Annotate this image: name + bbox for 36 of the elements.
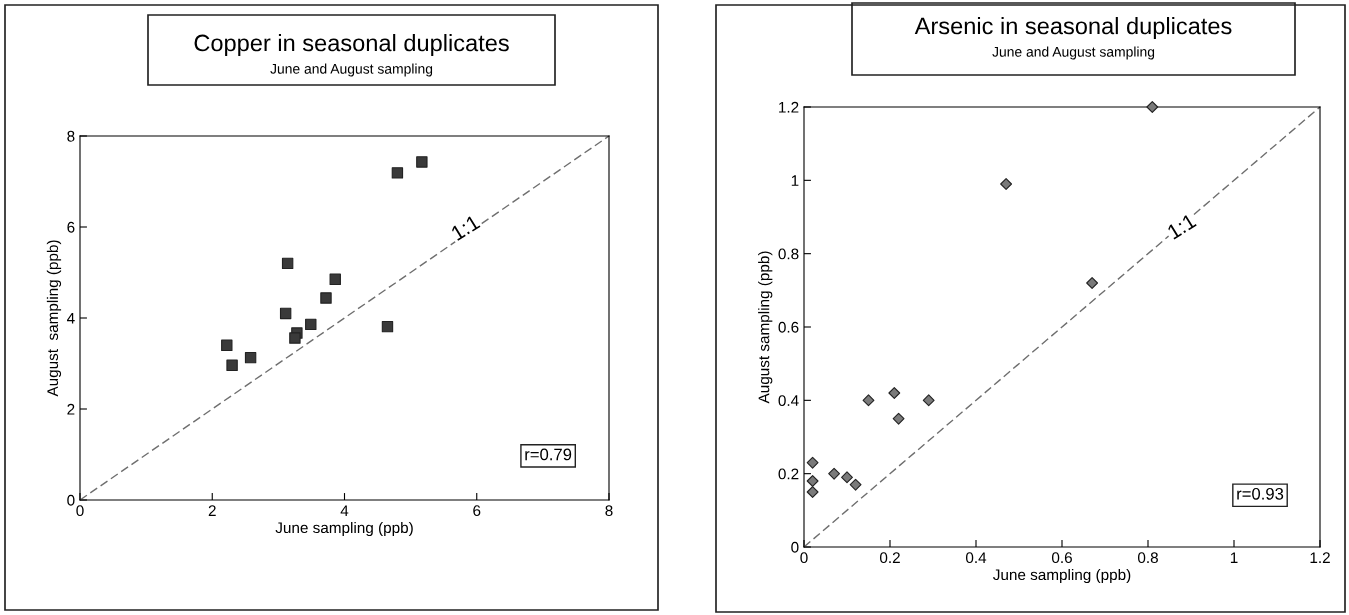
y-tick-label: 0.2 (778, 468, 799, 480)
y-tick-label: 8 (67, 130, 75, 142)
annotation: 1:1 (450, 214, 481, 241)
x-tick-label: 4 (340, 505, 349, 516)
x-tick-label: 8 (605, 505, 613, 517)
x-tick-label: 0.8 (1137, 552, 1158, 564)
y-tick-label: 0 (791, 541, 799, 553)
chart-subtitle: June and August sampling (270, 63, 433, 77)
y-tick-label: 0.8 (778, 248, 799, 260)
y-axis-title: August sampling (ppb) (46, 240, 62, 397)
x-tick-label: 0 (800, 552, 808, 564)
y-tick-label: 1.2 (779, 101, 799, 113)
x-tick-label: 2 (208, 505, 216, 516)
chart-title: Copper in seasonal duplicates (194, 34, 509, 57)
x-tick-label: 0.2 (879, 552, 900, 564)
y-tick-label: 0.6 (778, 321, 799, 333)
y-tick-label: 6 (67, 221, 75, 233)
annotation: r=0.79 (525, 448, 572, 461)
x-tick-label: 0.4 (965, 552, 987, 564)
y-tick-label: 4 (66, 313, 75, 324)
x-tick-label: 0 (76, 505, 84, 517)
x-tick-label: 1 (1230, 552, 1238, 563)
y-axis-title: August sampling (ppb) (758, 251, 773, 404)
x-tick-label: 6 (473, 505, 481, 517)
y-tick-label: 0.4 (778, 395, 799, 407)
x-tick-label: 0.6 (1051, 552, 1072, 564)
annotation: r=0.93 (1237, 487, 1284, 500)
x-tick-label: 1.2 (1310, 552, 1330, 563)
annotation: 1:1 (1166, 213, 1197, 240)
x-axis-title: June sampling (ppb) (275, 521, 413, 537)
chart-title: Arsenic in seasonal duplicates (914, 17, 1232, 40)
y-tick-label: 2 (67, 403, 75, 415)
x-axis-title: June sampling (ppb) (993, 568, 1131, 584)
y-tick-label: 1 (791, 175, 799, 186)
y-tick-label: 0 (67, 494, 75, 506)
chart-subtitle: June and August sampling (992, 46, 1155, 60)
